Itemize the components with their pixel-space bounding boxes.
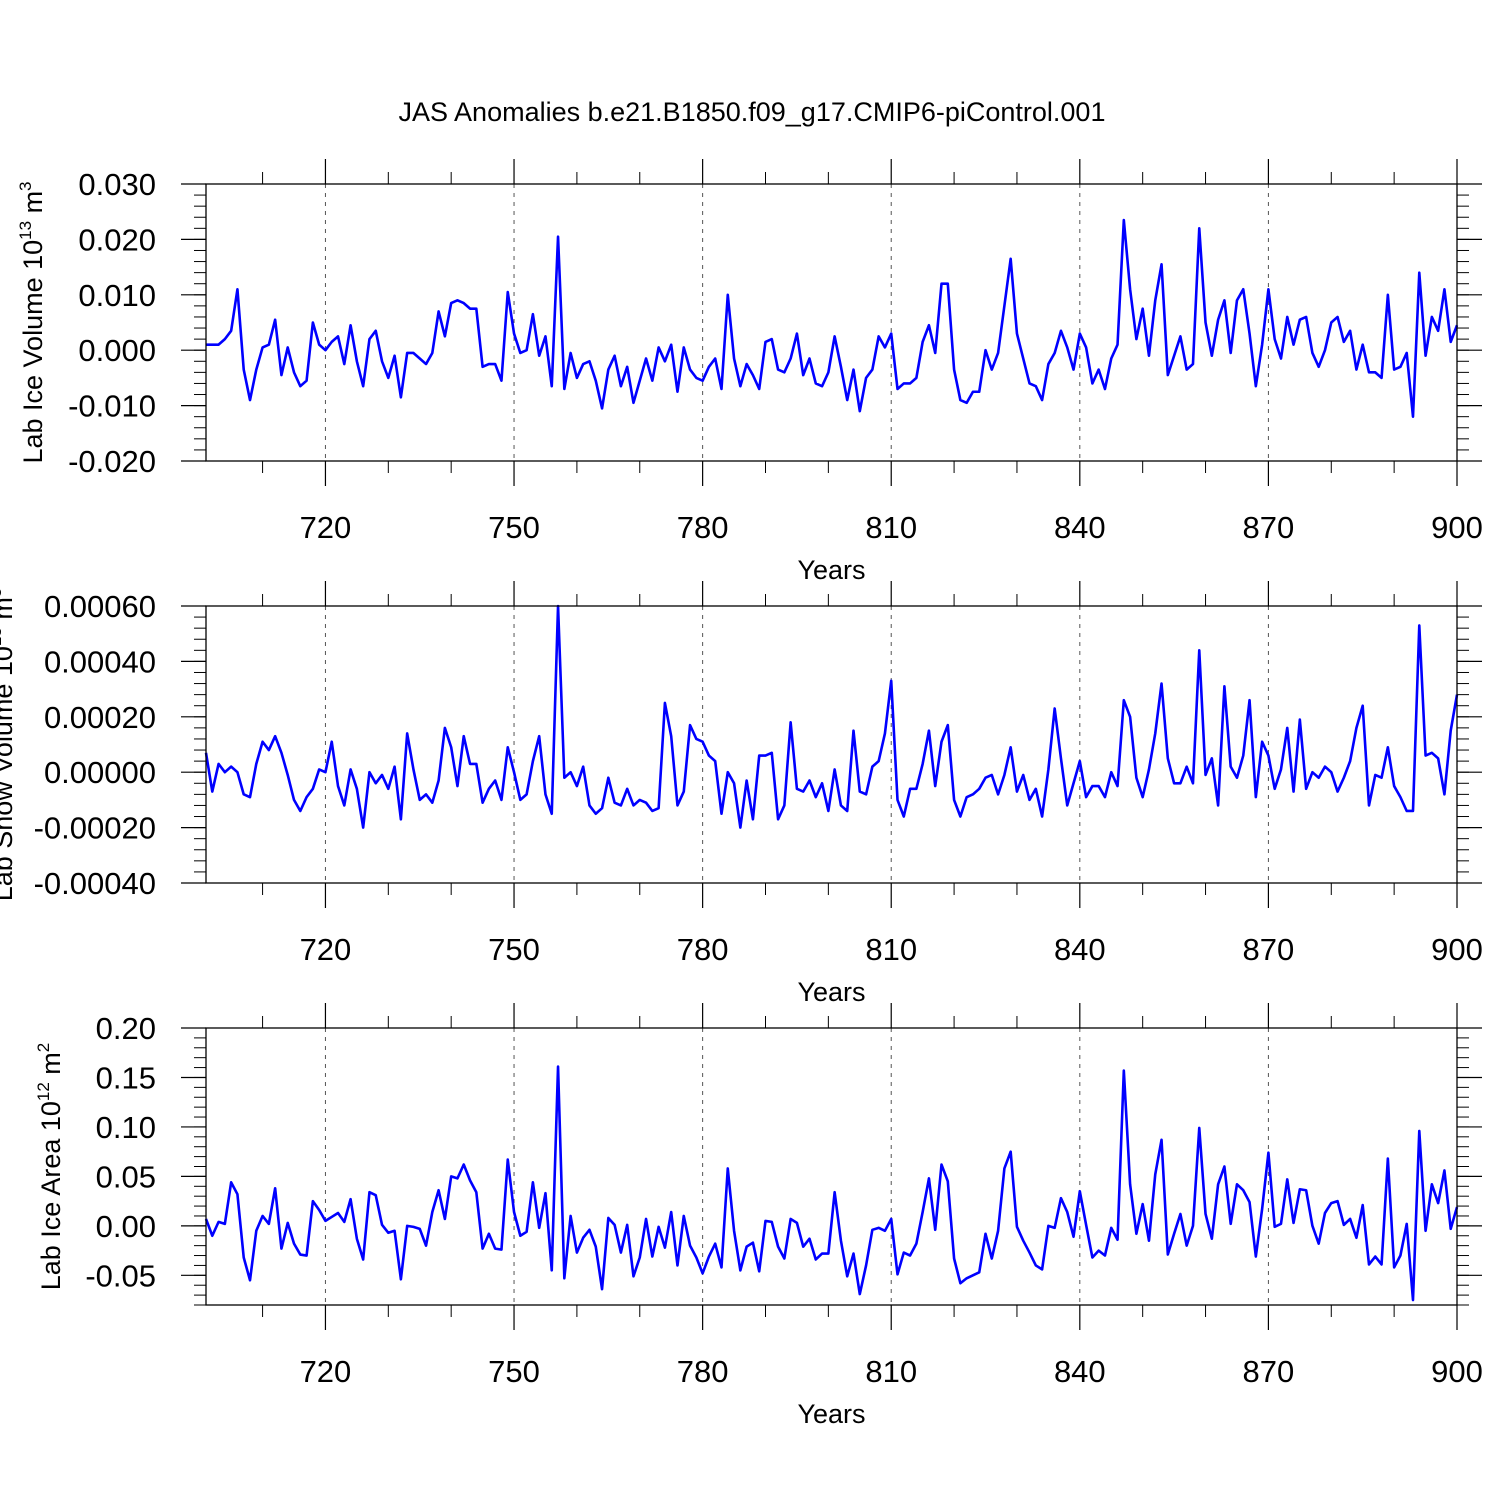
y-tick-label: 0.020	[78, 222, 156, 257]
x-tick-label: 780	[677, 932, 729, 967]
series-line	[206, 218, 1459, 418]
y-tick-label: 0.00020	[44, 700, 156, 735]
y-tick-label: 0.15	[96, 1060, 156, 1095]
panel-1: -0.020 -0.010 0.000 0.010 0.020 0.030 720 750 78…	[16, 159, 1483, 585]
x-tick-label: 900	[1431, 932, 1483, 967]
y-axis-label: Lab Snow Volume 1013 m3	[0, 588, 18, 902]
chart-title: JAS Anomalies b.e21.B1850.f09_g17.CMIP6-…	[399, 97, 1106, 127]
series-line	[204, 604, 1459, 829]
y-tick-label: -0.020	[68, 444, 156, 479]
x-tick-label: 810	[865, 1354, 917, 1389]
y-tick-label: 0.05	[96, 1159, 156, 1194]
y-tick-label: 0.000	[78, 333, 156, 368]
x-tick-label: 810	[865, 510, 917, 545]
chart-panels: -0.020 -0.010 0.000 0.010 0.020 0.030 720 750 78…	[0, 159, 1483, 1429]
y-tick-label: 0.00000	[44, 755, 156, 790]
y-tick-label: 0.10	[96, 1110, 156, 1145]
y-tick-label: -0.00020	[34, 811, 156, 846]
y-tick-label: 0.030	[78, 167, 156, 202]
panel-3: -0.05 0.00 0.05 0.10 0.15 0.20 720 750 780 810 840…	[34, 1003, 1483, 1429]
x-tick-label: 870	[1243, 932, 1295, 967]
plot-frame	[205, 605, 1458, 884]
x-tick-label: 720	[300, 1354, 352, 1389]
y-tick-label: -0.010	[68, 389, 156, 424]
x-tick-label: 750	[488, 510, 540, 545]
x-tick-label: 780	[677, 510, 729, 545]
x-tick-label: 840	[1054, 1354, 1106, 1389]
x-tick-label: 810	[865, 932, 917, 967]
y-tick-label: 0.00060	[44, 589, 156, 624]
x-tick-label: 840	[1054, 510, 1106, 545]
x-tick-label: 900	[1431, 1354, 1483, 1389]
y-axis-label: Lab Ice Volume 1013 m3	[16, 181, 48, 463]
y-axis-label: Lab Ice Area 1012 m2	[34, 1043, 66, 1291]
plot-frame	[205, 183, 1458, 462]
x-tick-label: 780	[677, 1354, 729, 1389]
x-tick-label: 750	[488, 1354, 540, 1389]
x-tick-label: 870	[1243, 1354, 1295, 1389]
x-tick-label: 840	[1054, 932, 1106, 967]
panel-2: -0.00040 -0.00020 0.00000 0.00020 0.00040 0.0…	[0, 581, 1483, 1007]
y-tick-label: 0.20	[96, 1011, 156, 1046]
x-axis-label: Years	[797, 555, 865, 585]
x-axis-label: Years	[797, 1399, 865, 1429]
y-tick-label: -0.00040	[34, 866, 156, 901]
x-tick-label: 750	[488, 932, 540, 967]
series-line	[204, 1065, 1459, 1302]
y-tick-label: -0.05	[85, 1258, 156, 1293]
x-tick-label: 720	[300, 510, 352, 545]
x-tick-label: 720	[300, 932, 352, 967]
y-tick-label: 0.00	[96, 1209, 156, 1244]
x-tick-label: 900	[1431, 510, 1483, 545]
x-tick-label: 870	[1243, 510, 1295, 545]
y-tick-label: 0.00040	[44, 644, 156, 679]
x-axis-label: Years	[797, 977, 865, 1007]
y-tick-label: 0.010	[78, 278, 156, 313]
